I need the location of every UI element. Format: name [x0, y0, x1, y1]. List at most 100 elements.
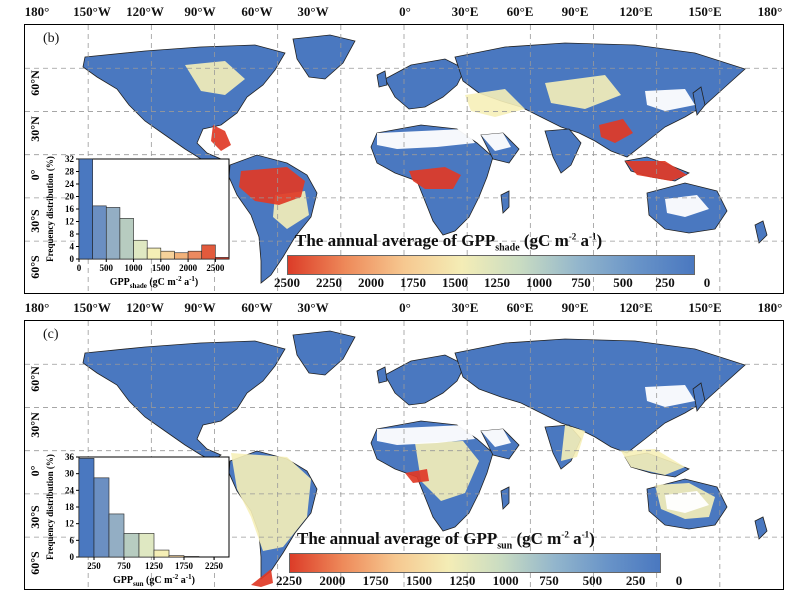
histogram-x-title: GPPsun (gC m-2 a-1): [113, 573, 195, 588]
longitude-label: 90°W: [184, 300, 216, 315]
longitude-label: 150°E: [688, 300, 722, 315]
longitude-label: 180°: [757, 4, 783, 19]
high-gpp-zone: [405, 469, 429, 483]
colorbar-tick-label: 1500: [406, 573, 432, 588]
moderate-zone: [231, 453, 311, 551]
longitude-labels-middle: 180° 150°W 120°W 90°W 60°W 30°W 0° 30°E 60°E 90°E…: [0, 300, 800, 320]
longitude-label: 180°: [757, 300, 783, 315]
longitude-label: 30°E: [451, 300, 479, 315]
latitude-label: 30°S: [28, 505, 42, 529]
histogram-bar: [133, 239, 148, 260]
histogram-y-tick: 12: [65, 217, 75, 227]
no-data-zone: [665, 491, 709, 513]
longitude-label: 60°W: [241, 4, 273, 19]
no-data-zone: [377, 129, 475, 149]
longitude-label: 30°W: [297, 300, 329, 315]
histogram-bar: [78, 158, 93, 260]
no-data-zone: [377, 425, 475, 445]
latitude-label: 30°S: [28, 209, 42, 233]
histogram-x-tick: 2500: [206, 263, 225, 273]
continent: [376, 366, 388, 384]
histogram-y-tick: 36: [65, 452, 75, 462]
longitude-label: 60°E: [506, 4, 534, 19]
longitude-label: 180°: [24, 300, 50, 315]
histogram-y-title: Frequency distribution (%): [45, 156, 55, 262]
longitude-label: 90°W: [184, 4, 216, 19]
colorbar-tick-label: 1000: [492, 573, 519, 588]
histogram-y-title: Frequency distribution (%): [45, 454, 55, 560]
histogram-bar: [123, 533, 140, 558]
colorbar-ticks: 2250 2000 1750 1500 1250 1000 750 500 250 0: [276, 573, 682, 589]
panel-label: (b): [43, 31, 60, 46]
colorbar: [289, 553, 661, 573]
longitude-label: 90°E: [561, 300, 589, 315]
high-gpp-zone: [599, 119, 633, 143]
land: [82, 34, 768, 284]
histogram-x-tick: 1000: [125, 263, 144, 273]
latitude-label: 60°N: [28, 366, 42, 392]
latitude-label: 30°N: [28, 412, 42, 438]
high-gpp-zone: [239, 167, 305, 205]
colorbar-tick-label: 1250: [484, 275, 510, 290]
legend-title: The annual average of GPPshade (gC m-2 a…: [295, 231, 603, 254]
histogram-x-tick: 1750: [175, 561, 194, 571]
histogram-y-tick: 28: [65, 167, 75, 177]
longitude-label: 30°W: [297, 4, 329, 19]
histogram-bar: [146, 247, 162, 260]
histogram-b: 0 4 8 12 16 20 24 28 32 0 500 1000 1500 2000 2500 Frequ…: [45, 154, 230, 290]
histogram-bar: [168, 555, 185, 558]
continent: [692, 382, 706, 412]
longitude-label: 0°: [399, 4, 411, 19]
histogram-bar: [153, 549, 170, 558]
continent: [692, 86, 706, 116]
longitude-label: 120°W: [126, 4, 164, 19]
latitude-label: 0°: [28, 169, 42, 180]
moderate-zone: [465, 89, 525, 117]
no-data-zone: [665, 195, 709, 217]
colorbar-tick-label: 1500: [442, 275, 468, 290]
longitude-label: 150°E: [688, 4, 722, 19]
histogram-x-tick: 2000: [179, 263, 198, 273]
high-gpp-zone: [211, 125, 231, 151]
continent: [500, 486, 510, 510]
moderate-zone: [621, 449, 685, 475]
moderate-zone: [545, 75, 621, 109]
map-panel-b: 60°N 30°N 0° 30°S 60°S (b) The annual averag…: [24, 24, 784, 294]
latitude-label: 0°: [28, 465, 42, 476]
colorbar-ticks: 2500 2250 2000 1750 1500 1250 1000 750 500 250 0: [274, 275, 710, 291]
colorbar-tick-label: 0: [703, 275, 711, 290]
legend-title: The annual average of GPPsun (gC m-2 a-1…: [297, 529, 595, 552]
map-panel-c: 60°N 30°N 0° 30°S 60°S (c) The annual averag…: [24, 320, 784, 590]
continent: [384, 354, 466, 406]
colorbar-tick-label: 1750: [400, 275, 426, 290]
latitude-label: 60°S: [28, 255, 42, 279]
longitude-label: 120°E: [619, 4, 653, 19]
colorbar-tick-label: 250: [655, 275, 675, 290]
longitude-label: 60°E: [506, 300, 534, 315]
histogram-y-tick: 8: [70, 229, 75, 239]
histogram-y-tick: 18: [65, 502, 75, 512]
histogram-c: 0 6 12 18 24 30 36 250 750 1250 1750 2250 Frequency …: [45, 452, 230, 588]
moderate-zone: [561, 425, 585, 461]
moderate-zone: [415, 441, 479, 501]
latitude-label: 30°N: [28, 116, 42, 142]
histogram-y-tick: 0: [70, 254, 75, 264]
histogram-x-tick: 0: [77, 263, 82, 273]
colorbar-tick-label: 500: [613, 275, 633, 290]
histogram-y-tick: 4: [70, 242, 75, 252]
continent: [754, 516, 768, 540]
no-data-zone: [481, 133, 511, 151]
longitude-label: 120°E: [619, 300, 653, 315]
land: [82, 330, 768, 587]
latitude-label: 60°N: [28, 70, 42, 96]
longitude-label: 60°W: [241, 300, 273, 315]
moderate-zone: [185, 61, 245, 95]
histogram-bar: [183, 556, 200, 558]
colorbar-tick-label: 750: [539, 573, 559, 588]
histogram-bar: [108, 513, 125, 558]
longitude-label: 30°E: [451, 4, 479, 19]
longitude-labels-top: 180° 150°W 120°W 90°W 60°W 30°W 0° 30°E 60°E 90°E…: [0, 4, 800, 24]
histogram-y-tick: 30: [65, 469, 75, 479]
histogram-bar: [78, 458, 95, 558]
colorbar-tick-label: 250: [625, 573, 646, 588]
